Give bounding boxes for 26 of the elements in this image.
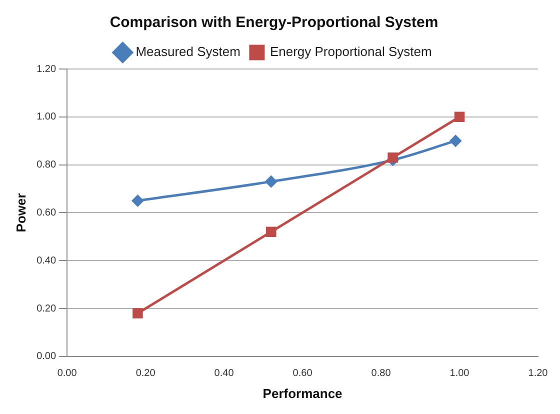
point [132,194,144,206]
x-tick-label: 0.80 [371,368,392,380]
point [450,135,462,147]
x-tick-label: 0.60 [292,368,313,380]
x-tick-label: 0.00 [57,368,78,380]
x-axis-title: Performance [262,386,342,401]
x-tick-label: 0.40 [214,368,234,380]
y-tick-label: 1.00 [36,112,56,123]
legend-label: Measured System [136,44,240,60]
y-tick-label: 0.80 [36,160,56,171]
point [388,152,398,163]
point [266,226,276,237]
y-tick-label: 0.00 [36,351,56,362]
y-tick-label: 0.60 [36,207,56,218]
x-tick-label: 0.20 [136,368,156,380]
x-tick-label: 1.20 [528,368,548,380]
chart-title: Comparison with Energy-Proportional System [110,14,438,32]
y-axis-title: Power [13,193,28,232]
legend-label: Energy Proportional System [270,44,432,60]
y-tick-label: 0.20 [36,303,56,314]
point [132,308,143,318]
point [265,176,277,188]
y-tick-label: 1.20 [36,64,56,75]
point [454,112,465,122]
y-tick-label: 0.40 [36,255,56,266]
x-tick-label: 1.00 [450,368,470,380]
